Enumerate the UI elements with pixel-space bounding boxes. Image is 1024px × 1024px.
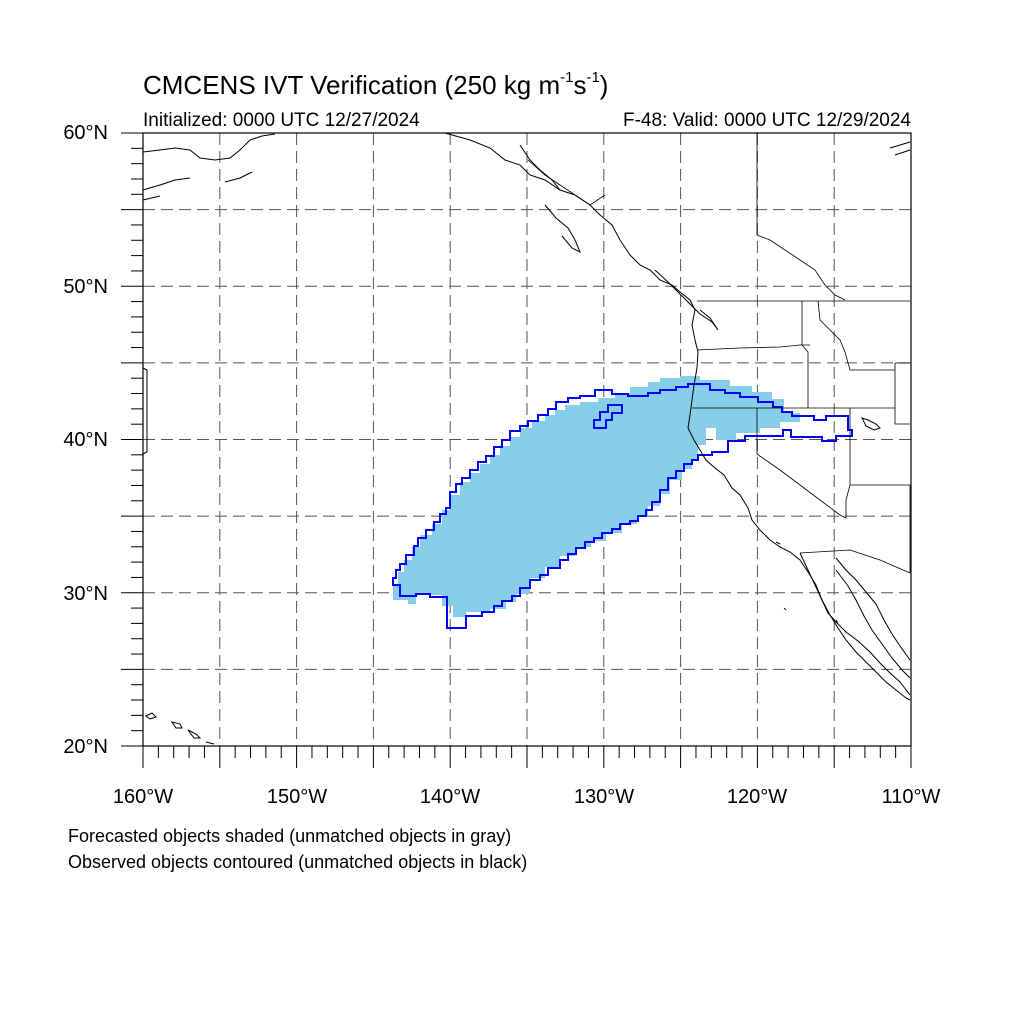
lon-label-110w: 110°W (881, 786, 941, 808)
lon-label-130w: 130°W (573, 786, 635, 808)
lat-label-40n: 40°N (63, 429, 108, 451)
observed-object-contour (392, 383, 853, 629)
lon-label-160w: 160°W (112, 786, 174, 808)
lat-label-30n: 30°N (63, 583, 108, 605)
axis-ticks (121, 132, 912, 768)
coastlines (142, 132, 911, 745)
forecast-note: Forecasted objects shaded (unmatched obj… (68, 826, 512, 846)
lat-label-60n: 60°N (63, 122, 108, 144)
lat-label-50n: 50°N (63, 276, 108, 298)
lon-label-150w: 150°W (266, 786, 328, 808)
valid-time: F-48: Valid: 0000 UTC 12/29/2024 (623, 110, 911, 131)
observed-object-hole (593, 404, 623, 429)
initialized-time: Initialized: 0000 UTC 12/27/2024 (143, 110, 420, 131)
lon-label-140w: 140°W (419, 786, 481, 808)
lon-label-120w: 120°W (726, 786, 788, 808)
map-title: CMCENS IVT Verification (250 kg m-1s-1) (143, 69, 609, 100)
lat-label-20n: 20°N (63, 736, 108, 758)
political-borders (527, 133, 911, 574)
observed-note: Observed objects contoured (unmatched ob… (68, 852, 528, 872)
forecast-object (393, 376, 800, 617)
